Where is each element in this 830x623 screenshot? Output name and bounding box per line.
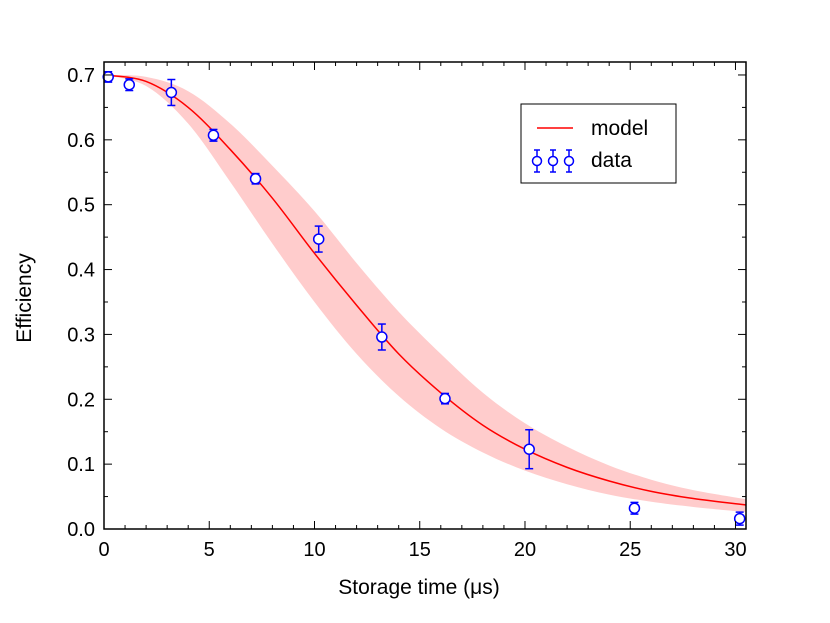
legend-circle <box>563 155 575 167</box>
legend-model-label: model <box>591 117 648 140</box>
y-tick-label: 0.6 <box>67 130 95 152</box>
x-tick-label: 15 <box>409 539 431 561</box>
data-point <box>733 511 746 526</box>
data-marker <box>523 443 535 455</box>
data-marker <box>207 129 220 142</box>
data-marker <box>628 502 641 514</box>
x-tick-label: 5 <box>204 539 215 561</box>
legend: model data <box>520 103 677 184</box>
legend-circle <box>531 155 543 167</box>
data-points-layer <box>102 70 746 526</box>
y-tick-label: 0.3 <box>67 324 95 346</box>
y-tick-label: 0.4 <box>67 260 95 282</box>
legend-data-label: data <box>591 149 632 172</box>
x-axis-ticks: 0 5 10 15 20 25 30 <box>98 62 747 561</box>
model-uncertainty-band <box>104 74 746 513</box>
data-marker <box>376 331 388 343</box>
legend-data-marker <box>547 149 559 173</box>
y-tick-label: 0.7 <box>67 65 95 87</box>
y-tick-label: 0.0 <box>67 519 95 541</box>
legend-data-marker <box>563 149 575 173</box>
y-axis-label: Efficiency <box>13 253 36 343</box>
data-point <box>123 78 136 92</box>
data-marker <box>249 173 262 185</box>
data-marker <box>102 71 114 83</box>
data-point <box>439 392 451 405</box>
data-point <box>628 501 641 515</box>
data-point <box>312 225 325 253</box>
data-point <box>523 429 535 470</box>
x-tick-label: 0 <box>98 539 109 561</box>
legend-circle <box>547 155 559 167</box>
data-point <box>207 128 220 142</box>
data-point <box>165 78 178 107</box>
data-point <box>249 172 262 185</box>
plot-frame <box>103 61 747 530</box>
x-tick-label: 25 <box>619 539 641 561</box>
y-axis-ticks: 0.0 0.1 0.2 0.3 0.4 0.5 0.6 0.7 <box>67 65 746 541</box>
data-marker <box>123 78 136 91</box>
data-point <box>376 323 388 351</box>
data-marker <box>312 233 325 245</box>
data-marker <box>165 86 178 99</box>
y-tick-label: 0.5 <box>67 195 95 217</box>
x-tick-label: 10 <box>303 539 325 561</box>
data-point <box>102 70 114 83</box>
legend-data-marker <box>531 149 543 173</box>
x-tick-label: 30 <box>724 539 746 561</box>
legend-box <box>520 103 677 184</box>
x-tick-label: 20 <box>514 539 536 561</box>
legend-data-markers <box>531 149 575 173</box>
y-tick-label: 0.2 <box>67 389 95 411</box>
x-axis-label: Storage time (μs) <box>338 576 499 599</box>
y-tick-label: 0.1 <box>67 454 95 476</box>
data-marker <box>439 392 451 405</box>
data-marker <box>733 512 746 525</box>
model-uncertainty-band-layer <box>104 74 746 513</box>
